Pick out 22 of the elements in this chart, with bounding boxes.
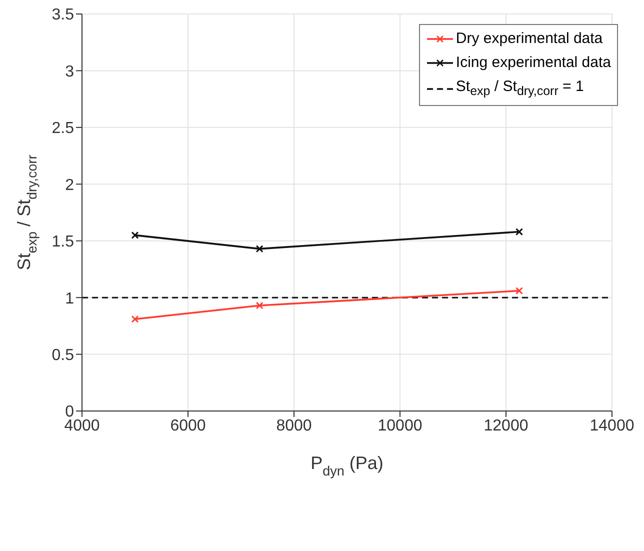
point — [131, 315, 139, 323]
x-tick-label: 6000 — [170, 417, 206, 434]
point — [516, 287, 523, 295]
x-tick-label: 10000 — [378, 417, 422, 434]
x-tick-label: 8000 — [276, 417, 312, 434]
point — [131, 231, 139, 239]
x-tick-label: 12000 — [484, 417, 528, 434]
y-tick-label: 2.5 — [52, 120, 74, 138]
point — [516, 228, 523, 236]
y-tick-label: 0.5 — [52, 346, 74, 364]
x-axis-title: P$_{dyn}$ (Pa) — [310, 453, 384, 478]
legend-label: St$_{exp}$ / St$_{dry,corr}$ = 1 — [456, 77, 584, 100]
legend-label: Icing experimental data — [456, 53, 611, 73]
point — [256, 302, 264, 310]
y-tick-label: 1.5 — [52, 234, 74, 251]
legend-label: Dry experimental data — [456, 29, 603, 49]
point — [256, 245, 264, 253]
x-tick-label: 14000 — [590, 417, 634, 434]
y-tick-label: 2 — [65, 176, 74, 194]
y-tick-label: 3.5 — [52, 6, 74, 24]
y-tick-label: 1 — [65, 290, 74, 308]
y-tick-label: 3 — [65, 63, 74, 80]
